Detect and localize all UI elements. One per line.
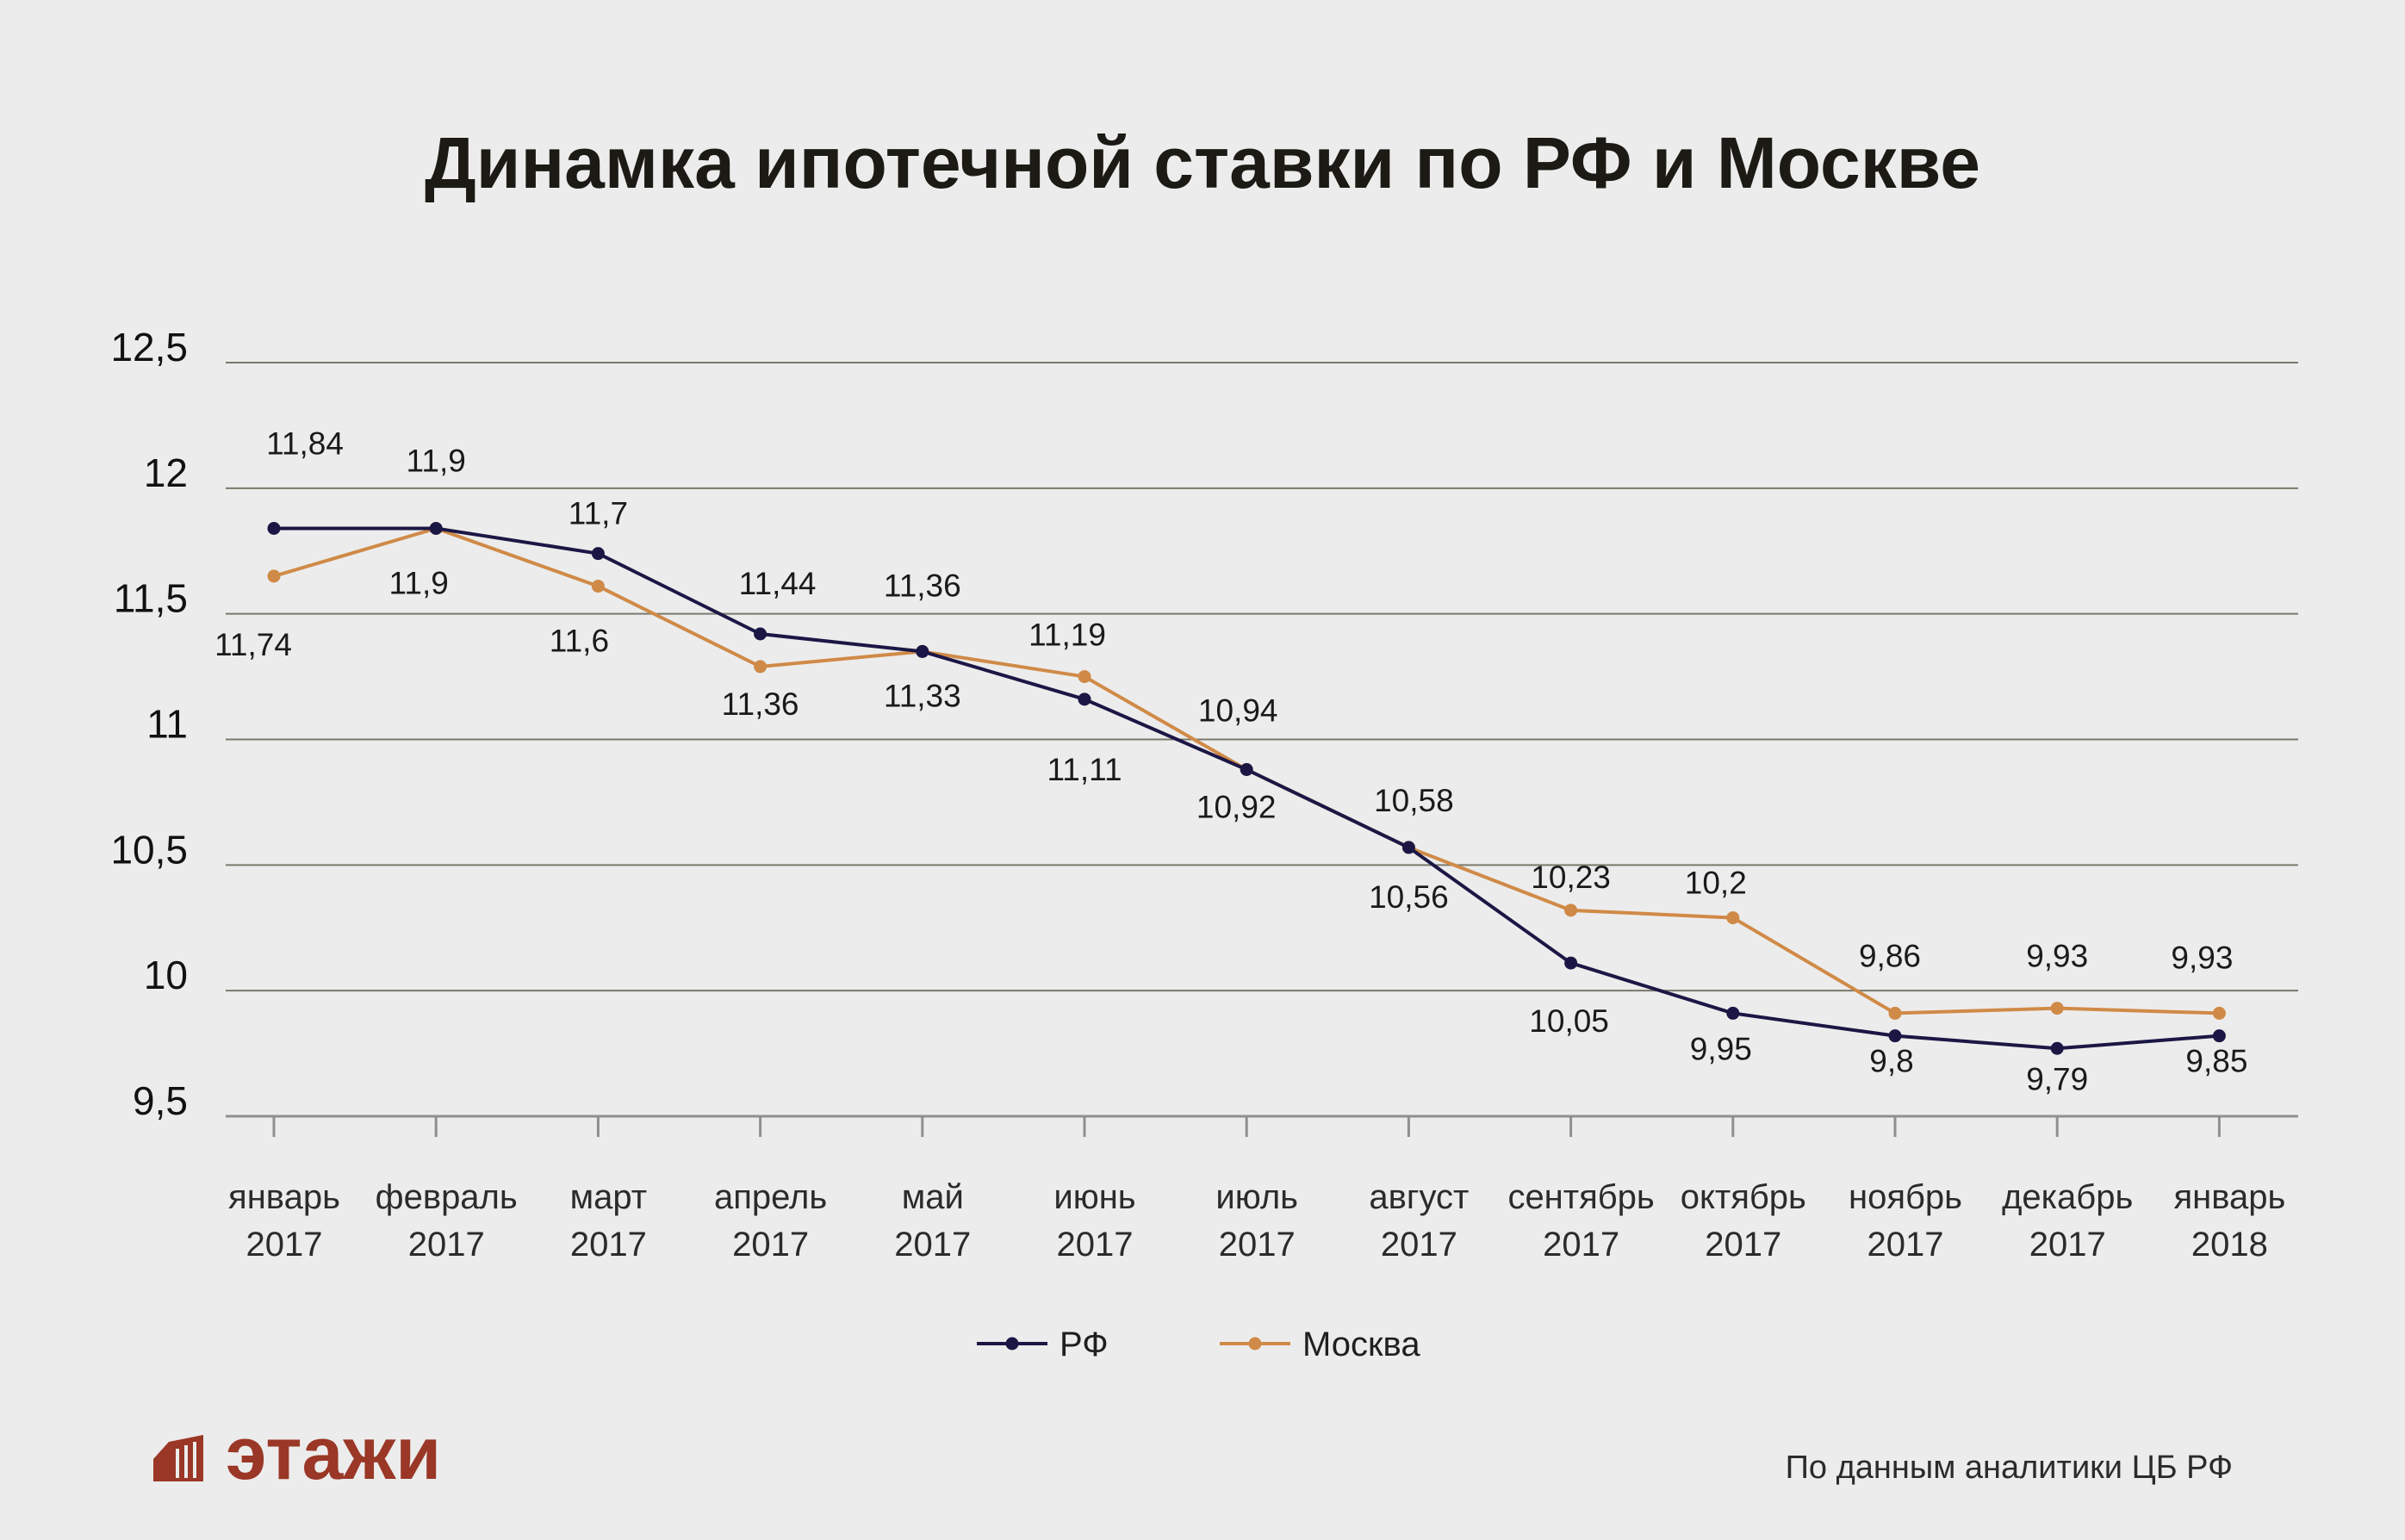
data-point-moscow [1888,1006,1902,1020]
x-tick-label-year: 2017 [408,1226,485,1264]
x-tick-label-year: 2017 [1867,1226,1944,1264]
legend-marker-rf [1005,1337,1019,1351]
y-tick-label: 10,5 [110,827,188,872]
x-tick-label-month: октябрь [1681,1178,1806,1216]
data-labels: 11,84 11,9 11,7 11,44 11,36 11,11 10,92 10,56 10… [214,426,2247,1097]
data-label-moscow: 11,19 [1028,618,1106,653]
x-tick-label-month: январь [2173,1178,2285,1216]
x-tick-label-year: 2017 [894,1226,971,1264]
y-tick-label: 12,5 [110,325,188,369]
chart-title: Динамка ипотечной ставки по РФ и Москве [425,122,1980,203]
series-layer [267,522,2226,1055]
grid [226,362,2298,1118]
source-note: По данным аналитики ЦБ РФ [1786,1450,2233,1486]
legend-label-moscow: Москва [1302,1326,1420,1363]
data-point-rf [429,522,443,535]
data-point-moscow [2050,1002,2064,1015]
data-label-rf: 11,9 [407,444,466,479]
x-tick-label-month: февраль [376,1178,518,1216]
data-point-rf [1240,763,1253,776]
data-label-rf: 9,95 [1690,1031,1752,1066]
data-point-rf [1401,841,1415,854]
data-label-rf: 10,56 [1369,879,1449,915]
x-axis: январь 2017 февраль 2017 март 2017 апрель 2017 м… [228,1116,2285,1264]
data-label-moscow: 10,58 [1374,783,1454,818]
x-tick-label-year: 2017 [1381,1226,1457,1264]
x-tick-label-year: 2017 [1219,1226,1296,1264]
data-point-rf [1888,1029,1902,1043]
x-tick-label-year: 2017 [246,1226,323,1264]
data-point-rf [754,627,767,641]
x-tick-label-year: 2017 [1543,1226,1619,1264]
data-label-moscow: 11,6 [550,624,609,659]
data-label-moscow: 11,74 [214,627,292,662]
data-point-rf [591,547,605,561]
data-label-moscow: 9,93 [2171,940,2233,975]
data-label-rf: 11,7 [569,496,628,531]
data-point-rf [1726,1006,1740,1020]
data-label-moscow: 11,36 [722,686,799,722]
legend: РФ Москва [977,1326,1420,1363]
data-point-moscow [1564,904,1578,917]
data-label-moscow: 11,33 [884,678,961,713]
x-tick-label-year: 2017 [2029,1226,2106,1264]
x-tick-label-month: январь [228,1178,340,1216]
logo-text: этажи [226,1413,441,1495]
data-point-rf [2212,1029,2226,1043]
data-label-moscow: 10,23 [1531,860,1611,895]
x-tick-label-year: 2017 [570,1226,647,1264]
data-label-moscow: 10,2 [1685,866,1747,901]
building-logo-icon [153,1435,203,1481]
y-axis: 12,5 12 11,5 11 10,5 10 9,5 [110,325,188,1123]
y-tick-label: 11,5 [114,576,188,621]
data-point-moscow [591,580,605,593]
data-point-moscow [2212,1006,2226,1020]
data-label-rf: 11,44 [739,566,817,601]
y-tick-label: 11 [146,702,188,747]
data-point-moscow [1078,670,1091,684]
data-label-rf: 9,8 [1869,1044,1913,1079]
data-point-moscow [267,569,281,583]
x-tick-label-month: апрель [714,1178,827,1216]
data-label-moscow: 9,93 [2026,939,2088,974]
x-tick-label-month: июль [1215,1178,1298,1216]
data-label-rf: 10,05 [1529,1003,1609,1039]
x-tick-label-month: август [1369,1178,1469,1216]
x-tick-label-month: май [902,1178,964,1216]
logo: этажи [153,1413,441,1495]
x-tick-label-month: июнь [1053,1178,1135,1216]
data-label-moscow: 11,9 [389,566,449,601]
y-tick-label: 10 [144,953,188,997]
data-point-rf [267,522,281,535]
legend-marker-moscow [1248,1337,1262,1351]
data-label-moscow: 9,86 [1859,938,1921,973]
x-tick-label-month: ноябрь [1849,1178,1962,1216]
legend-label-rf: РФ [1060,1326,1109,1363]
y-tick-label: 9,5 [133,1078,188,1123]
x-tick-label-month: март [570,1178,647,1216]
data-label-rf: 11,36 [884,568,961,603]
data-point-rf [1564,956,1578,970]
data-label-rf: 10,92 [1196,790,1277,825]
y-tick-label: 12 [144,450,188,495]
data-point-moscow [754,660,767,674]
data-label-rf: 9,79 [2026,1061,2088,1096]
x-tick-label-month: декабрь [2002,1178,2133,1216]
x-tick-label-year: 2017 [732,1226,809,1264]
series-line-rf [274,526,2220,1051]
data-label-rf: 11,84 [266,426,344,462]
x-tick-label-month: сентябрь [1507,1178,1654,1216]
data-point-rf [1078,692,1091,706]
data-point-rf [2050,1041,2064,1055]
data-label-rf: 11,11 [1047,752,1122,787]
x-tick-label-year: 2017 [1057,1226,1134,1264]
data-label-rf: 9,85 [2185,1044,2247,1079]
data-point-rf [916,644,929,658]
data-point-moscow [1726,911,1740,925]
x-tick-label-year: 2017 [1705,1226,1781,1264]
data-label-moscow: 10,94 [1198,693,1278,729]
x-tick-label-year: 2018 [2191,1226,2268,1264]
